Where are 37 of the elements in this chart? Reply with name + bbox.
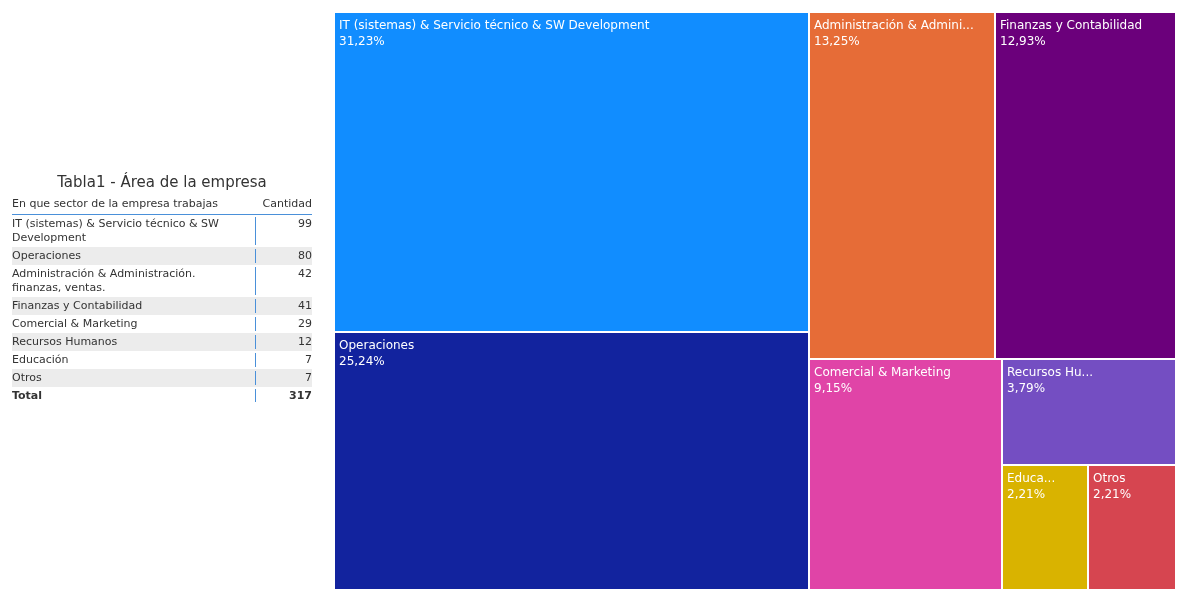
text: En que sector de la empresa trabajas bbox=[12, 197, 220, 210]
category-label: Otros bbox=[12, 371, 43, 385]
category-label: IT (sistemas) & Servicio técnico & SW Development bbox=[12, 217, 220, 245]
data-label: 9,15% bbox=[814, 381, 853, 395]
data-label: 99 bbox=[255, 217, 312, 245]
data-label: 2,21% bbox=[1007, 487, 1046, 501]
category-label: Educación bbox=[12, 353, 70, 367]
category-label: Administración & Administración. finanzas, ventas. bbox=[12, 267, 197, 295]
category-label: Comercial & Marketing bbox=[12, 317, 139, 331]
category-label: Otros bbox=[1093, 471, 1126, 485]
category-label: Administración & Admini... bbox=[814, 18, 974, 32]
data-label: 80 bbox=[255, 249, 312, 263]
data-label: 12,93% bbox=[1000, 34, 1046, 48]
data-label: 41 bbox=[255, 299, 312, 313]
data-label: 7 bbox=[255, 371, 312, 385]
category-label: Operaciones bbox=[339, 338, 415, 352]
text: 317 bbox=[255, 389, 312, 402]
data-label: 3,79% bbox=[1007, 381, 1046, 395]
data-label: 29 bbox=[255, 317, 312, 331]
category-label: IT (sistemas) & Servicio técnico & SW Development bbox=[339, 18, 650, 32]
category-label: Educa... bbox=[1007, 471, 1056, 485]
category-label: Recursos Hu... bbox=[1007, 365, 1094, 379]
data-label: 31,23% bbox=[339, 34, 385, 48]
data-label: 12 bbox=[255, 335, 312, 349]
data-label: 2,21% bbox=[1093, 487, 1132, 501]
text: Total bbox=[12, 389, 44, 402]
data-label: 13,25% bbox=[814, 34, 860, 48]
category-label: Recursos Humanos bbox=[12, 335, 119, 349]
data-label: 42 bbox=[255, 267, 312, 295]
category-label: Finanzas y Contabilidad bbox=[12, 299, 144, 313]
text: Tabla1 - Área de la empresa bbox=[56, 173, 268, 191]
category-label: Operaciones bbox=[12, 249, 82, 263]
category-label: Finanzas y Contabilidad bbox=[1000, 18, 1143, 32]
text: Cantidad bbox=[261, 197, 312, 210]
data-label: 7 bbox=[255, 353, 312, 367]
data-label: 25,24% bbox=[339, 354, 385, 368]
category-label: Comercial & Marketing bbox=[814, 365, 951, 379]
